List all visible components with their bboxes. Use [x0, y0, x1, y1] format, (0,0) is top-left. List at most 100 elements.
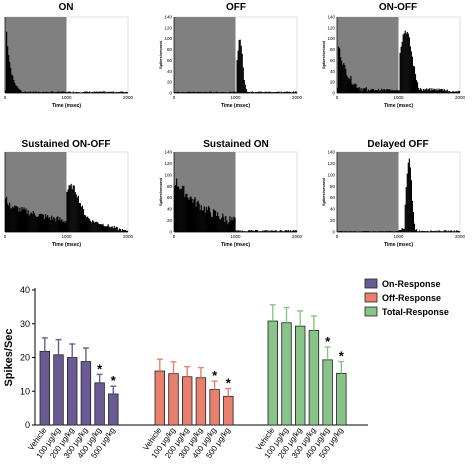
- x-axis-label: Time (msec): [52, 103, 81, 109]
- histogram-bar: [285, 230, 287, 232]
- histogram-bar: [339, 48, 341, 93]
- histogram-bar: [32, 210, 34, 232]
- psth-panel: Delayed OFF 0 1000 2000 Time (msec) 0 20 40 60 80…: [321, 139, 466, 248]
- histogram-bar: [26, 92, 28, 93]
- histogram-bar: [369, 90, 371, 93]
- histogram-bar: [359, 90, 361, 93]
- x-tick-label: 1000: [230, 95, 241, 100]
- histogram-bar: [19, 207, 21, 232]
- histogram-bar: [372, 88, 375, 93]
- histogram-bar: [266, 91, 268, 93]
- histogram-bar: [383, 89, 385, 93]
- histogram-bar: [222, 92, 224, 93]
- histogram-bar: [122, 229, 125, 232]
- significance-star: *: [97, 361, 103, 376]
- histogram-bar: [270, 91, 272, 93]
- histogram-bar: [337, 87, 339, 93]
- histogram-bar: [413, 66, 416, 93]
- histogram-bar: [279, 230, 281, 232]
- histogram-bar: [6, 31, 8, 94]
- histogram-bar: [227, 224, 229, 232]
- histogram-bar: [7, 46, 9, 93]
- histogram-bar: [271, 230, 273, 232]
- histogram-bar: [178, 186, 180, 232]
- histogram-bar: [399, 53, 401, 93]
- histogram-bar: [15, 85, 17, 93]
- bar: [67, 357, 78, 426]
- psth-panel: ON 0 1000 2000 Time (msec): [4, 2, 134, 109]
- histogram-bar: [246, 91, 248, 93]
- histogram-bar: [27, 210, 29, 232]
- histogram-bar: [213, 92, 216, 93]
- histogram-bar: [250, 230, 253, 232]
- histogram-bar: [238, 40, 240, 93]
- histogram-bar: [76, 197, 78, 232]
- x-axis-label: Time (msec): [221, 242, 250, 248]
- bar: [39, 351, 51, 426]
- histogram-bar: [433, 88, 435, 93]
- histogram-bar: [21, 207, 23, 232]
- histogram-bar: [36, 92, 38, 93]
- histogram-bar: [190, 92, 192, 93]
- histogram-bar: [412, 65, 415, 93]
- histogram-bar: [198, 91, 200, 93]
- histogram-bar: [292, 230, 295, 232]
- histogram-bar: [443, 230, 445, 232]
- histogram-bar: [105, 226, 107, 232]
- histogram-bar: [345, 231, 347, 232]
- histogram-bar: [417, 87, 420, 93]
- x-tick-label: 1000: [61, 234, 72, 239]
- histogram-bar: [52, 219, 54, 232]
- histogram-bar: [423, 88, 425, 93]
- histogram-bar: [259, 231, 261, 232]
- histogram-bar: [247, 91, 249, 93]
- histogram-bar: [293, 92, 296, 93]
- histogram-bar: [339, 231, 341, 232]
- histogram-bar: [453, 230, 456, 232]
- y-tick-label: 140: [164, 15, 172, 20]
- histogram-bar: [198, 203, 200, 232]
- histogram-bar: [434, 230, 436, 232]
- histogram-bar: [289, 230, 291, 232]
- histogram-bar: [104, 226, 106, 232]
- histogram-bar: [83, 214, 86, 232]
- histogram-bar: [93, 221, 95, 232]
- histogram-bar: [287, 91, 289, 93]
- histogram-bar: [259, 91, 261, 93]
- histogram-bar: [19, 89, 21, 93]
- histogram-bar: [88, 218, 90, 232]
- histogram-bar: [455, 91, 458, 93]
- histogram-bar: [370, 89, 372, 93]
- histogram-bar: [210, 91, 213, 93]
- y-tick-label: 20: [167, 218, 173, 223]
- histogram-bar: [199, 91, 201, 93]
- histogram-bar: [124, 229, 127, 232]
- histogram-bar: [374, 231, 377, 232]
- histogram-bar: [357, 87, 359, 93]
- histogram-bar: [44, 214, 47, 232]
- histogram-bar: [41, 214, 44, 232]
- histogram-bar: [29, 91, 31, 93]
- histogram-bar: [87, 216, 89, 232]
- histogram-bar: [292, 91, 295, 93]
- histogram-bar: [276, 91, 278, 93]
- histogram-bar: [178, 92, 180, 93]
- histogram-bar: [251, 91, 254, 93]
- histogram-bar: [374, 90, 377, 93]
- histogram-bar: [34, 91, 36, 93]
- histogram-bar: [13, 79, 15, 93]
- histogram-bar: [290, 231, 293, 232]
- stimulus-shade: [337, 152, 399, 232]
- histogram-bar: [59, 92, 61, 93]
- histogram-bar: [373, 90, 376, 93]
- histogram-bar: [118, 228, 120, 232]
- histogram-bar: [97, 91, 99, 93]
- histogram-bar: [243, 79, 245, 93]
- bar: [181, 376, 193, 426]
- histogram-bar: [5, 90, 7, 93]
- histogram-bar: [220, 92, 222, 93]
- histogram-bar: [74, 191, 76, 232]
- y-tick-label: 40: [330, 207, 336, 212]
- histogram-bar: [77, 92, 79, 93]
- histogram-bar: [411, 56, 413, 93]
